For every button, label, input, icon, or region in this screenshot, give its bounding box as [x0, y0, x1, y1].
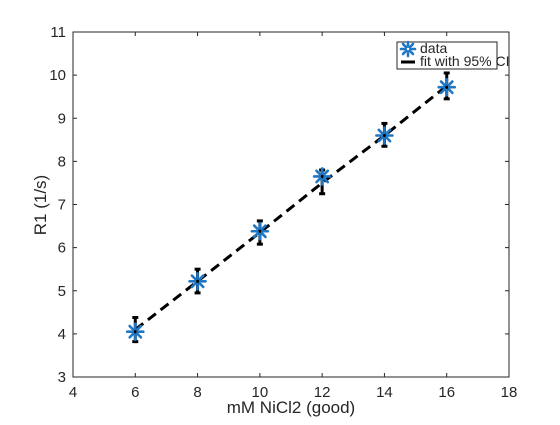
x-axis-ticks: 4 6 8 10 12 14 16 18 [69, 32, 518, 401]
x-axis-label: mM NiCl2 (good) [227, 398, 355, 417]
x-tick-label: 12 [314, 384, 331, 401]
y-tick-label: 4 [58, 326, 66, 343]
data-point [125, 322, 145, 342]
y-tick-label: 6 [58, 240, 66, 257]
data-series [125, 77, 457, 342]
data-point [437, 77, 457, 97]
x-tick-label: 14 [376, 384, 393, 401]
plot-area [72, 31, 510, 378]
data-point [188, 271, 207, 291]
y-tick-label: 11 [50, 24, 66, 41]
y-axis-label: R1 (1/s) [31, 175, 50, 235]
legend-box [396, 41, 498, 70]
legend: data fit with 95% CI [396, 40, 509, 70]
data-point [250, 221, 270, 241]
x-tick-label: 6 [131, 384, 139, 401]
legend-asterisk [399, 40, 417, 58]
y-tick-label: 5 [58, 283, 66, 300]
y-tick-label: 3 [58, 369, 66, 386]
x-tick-label: 4 [69, 384, 77, 401]
x-tick-label: 10 [252, 384, 269, 401]
x-tick-label: 8 [193, 384, 201, 401]
x-tick-label: 16 [438, 384, 455, 401]
y-tick-label: 8 [58, 153, 66, 170]
legend-data-marker [399, 40, 417, 58]
legend-entry-fit: fit with 95% CI [420, 53, 509, 69]
y-tick-label: 10 [49, 67, 66, 84]
data-point [375, 126, 394, 145]
legend-entry-data: data [420, 40, 447, 56]
x-tick-label: 18 [501, 384, 518, 401]
fit-line [134, 84, 448, 331]
y-tick-label: 9 [58, 110, 66, 127]
y-axis-ticks: 3 4 5 6 7 8 9 10 11 [49, 24, 509, 386]
data-point [312, 167, 332, 186]
y-tick-label: 7 [58, 197, 66, 214]
